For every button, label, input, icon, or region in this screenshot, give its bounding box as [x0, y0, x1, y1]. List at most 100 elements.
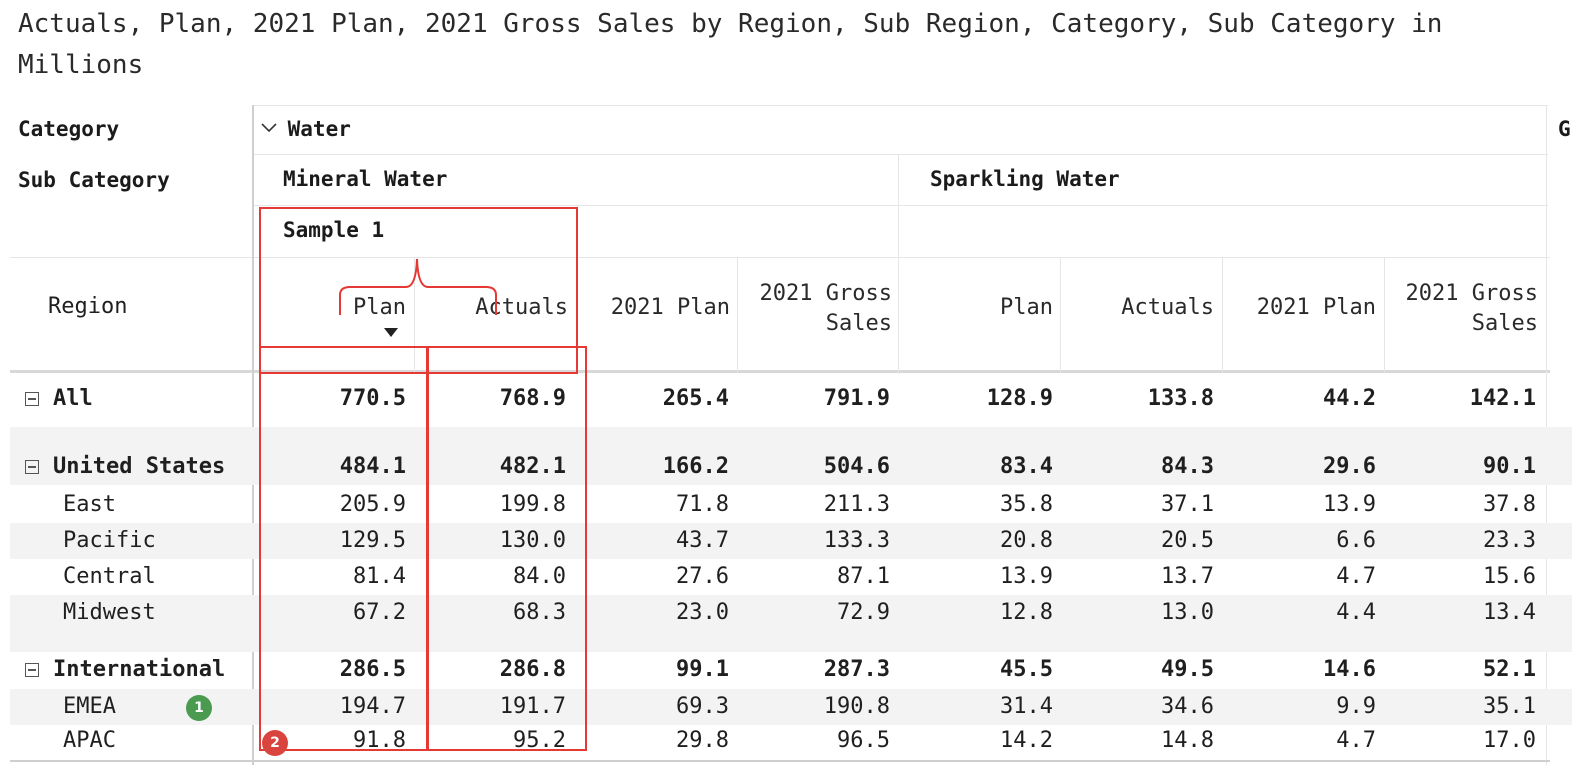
table-cell: 133.8 [1147, 386, 1214, 411]
annotation-box-plan-column [259, 346, 429, 751]
table-cell: 287.3 [823, 657, 890, 682]
table-cell: 20.5 [1161, 528, 1214, 553]
row-label-international[interactable]: International [53, 657, 226, 682]
row-label-pacific: Pacific [63, 528, 156, 553]
table-cell: 45.5 [1000, 657, 1053, 682]
row-label-all[interactable]: All [53, 386, 93, 411]
table-cell: 81.4 [353, 564, 406, 589]
row-band [10, 689, 1572, 725]
col-header-actuals-mineral[interactable]: Actuals [475, 295, 568, 320]
table-cell: 4.7 [1336, 564, 1376, 589]
table-cell: 12.8 [1000, 600, 1053, 625]
group-band [10, 630, 1572, 652]
col-header-2021-plan-mineral[interactable]: 2021 Plan [610, 295, 730, 320]
table-cell: 13.9 [1000, 564, 1053, 589]
annotation-brace [336, 255, 500, 321]
table-cell: 31.4 [1000, 694, 1053, 719]
row-label-apac: APAC [63, 728, 116, 753]
table-cell: 128.9 [986, 386, 1053, 411]
table-cell: 23.0 [676, 600, 729, 625]
table-cell: 142.1 [1469, 386, 1536, 411]
table-cell: 37.8 [1483, 492, 1536, 517]
table-cell: 133.3 [823, 528, 890, 553]
col-header-2021-plan-sparkling[interactable]: 2021 Plan [1256, 295, 1376, 320]
table-cell: 286.5 [339, 657, 406, 682]
row-label-emea: EMEA [63, 694, 116, 719]
table-cell: 71.8 [676, 492, 729, 517]
annotation-badge-1: 1 [186, 695, 212, 721]
table-cell: 13.7 [1161, 564, 1214, 589]
table-cell: 35.1 [1483, 694, 1536, 719]
table-cell: 482.1 [499, 454, 566, 479]
table-cell: 129.5 [339, 528, 406, 553]
subcategory-header-label: Sub Category [18, 168, 170, 192]
table-cell: 67.2 [353, 600, 406, 625]
col-header-actuals-sparkling[interactable]: Actuals [1121, 295, 1214, 320]
collapse-icon[interactable] [25, 663, 39, 677]
table-cell: 52.1 [1483, 657, 1536, 682]
annotation-badge-2: 2 [262, 730, 288, 756]
table-cell: 4.4 [1336, 600, 1376, 625]
table-cell: 23.3 [1483, 528, 1536, 553]
table-cell: 791.9 [823, 386, 890, 411]
table-cell: 211.3 [823, 492, 890, 517]
table-cell: 29.6 [1323, 454, 1376, 479]
collapse-icon[interactable] [25, 392, 39, 406]
annotation-box-sample [259, 207, 578, 374]
next-category-partial: G [1558, 117, 1571, 141]
category-water[interactable]: Water [260, 117, 351, 144]
table-cell: 13.9 [1323, 492, 1376, 517]
table-cell: 87.1 [837, 564, 890, 589]
table-cell: 770.5 [339, 386, 406, 411]
table-cell: 44.2 [1323, 386, 1376, 411]
row-label-united-states[interactable]: United States [53, 454, 226, 479]
table-cell: 166.2 [662, 454, 729, 479]
table-cell: 49.5 [1161, 657, 1214, 682]
table-cell: 14.2 [1000, 728, 1053, 753]
table-cell: 90.1 [1483, 454, 1536, 479]
table-cell: 72.9 [837, 600, 890, 625]
report-title: Actuals, Plan, 2021 Plan, 2021 Gross Sal… [18, 9, 1443, 80]
row-band [10, 595, 1572, 631]
table-cell: 84.0 [513, 564, 566, 589]
table-cell: 484.1 [339, 454, 406, 479]
table-cell: 35.8 [1000, 492, 1053, 517]
category-header-label: Category [18, 117, 120, 141]
table-cell: 768.9 [499, 386, 566, 411]
col-header-2021-gross-sparkling[interactable]: 2021 Gross Sales [1405, 281, 1538, 336]
region-header-label: Region [48, 294, 128, 319]
table-cell: 190.8 [823, 694, 890, 719]
row-label-midwest: Midwest [63, 600, 156, 625]
table-cell: 13.4 [1483, 600, 1536, 625]
col-header-2021-gross-mineral[interactable]: 2021 Gross Sales [759, 281, 892, 336]
row-band [10, 449, 1572, 485]
table-cell: 205.9 [339, 492, 406, 517]
table-cell: 14.6 [1323, 657, 1376, 682]
chevron-down-icon [260, 117, 278, 144]
row-label-east: East [63, 492, 116, 517]
table-cell: 95.2 [513, 728, 566, 753]
row-band [10, 523, 1572, 559]
table-cell: 68.3 [513, 600, 566, 625]
collapse-icon[interactable] [25, 460, 39, 474]
col-header-plan-sparkling[interactable]: Plan [1000, 295, 1053, 320]
table-cell: 43.7 [676, 528, 729, 553]
table-cell: 20.8 [1000, 528, 1053, 553]
table-cell: 96.5 [837, 728, 890, 753]
subcategory-sparkling-water[interactable]: Sparkling Water [930, 167, 1120, 191]
sort-descending-icon[interactable] [384, 322, 398, 341]
sample-group-label: Sample 1 [283, 218, 385, 242]
table-cell: 194.7 [339, 694, 406, 719]
row-label-central: Central [63, 564, 156, 589]
table-cell: 265.4 [662, 386, 729, 411]
subcategory-mineral-water[interactable]: Mineral Water [283, 167, 448, 191]
table-cell: 17.0 [1483, 728, 1536, 753]
col-header-plan-mineral[interactable]: Plan [353, 295, 406, 320]
table-cell: 9.9 [1336, 694, 1376, 719]
table-cell: 34.6 [1161, 694, 1214, 719]
group-band [10, 427, 1572, 449]
table-cell: 14.8 [1161, 728, 1214, 753]
table-cell: 91.8 [353, 728, 406, 753]
table-cell: 37.1 [1161, 492, 1214, 517]
table-cell: 191.7 [499, 694, 566, 719]
